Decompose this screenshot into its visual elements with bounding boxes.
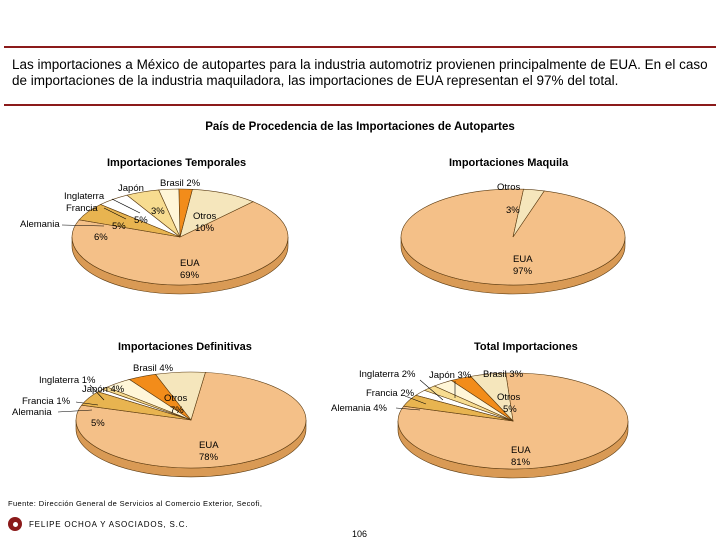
label-temporales-alemania: Alemania (20, 219, 60, 230)
leader-definitivas-francia (75, 401, 99, 406)
chart-title-definitivas: Importaciones Definitivas (118, 341, 252, 353)
slice-otros (512, 188, 545, 238)
label-definitivas-otros: Otros 7% (164, 393, 187, 416)
slice-alemania (403, 394, 514, 422)
label-total-brasil: Brasil 3% (483, 369, 524, 380)
label-definitivas-eua-l2: 78% (199, 452, 219, 463)
label-total-eua-l1: EUA (511, 445, 531, 456)
label-temporales-eua-l2: 69% (180, 270, 200, 281)
firm-logo-dot (12, 521, 18, 527)
leader-definitivas-inglaterra (89, 384, 105, 401)
leader-definitivas-alemania (57, 409, 93, 413)
leader-total-francia (404, 395, 427, 405)
label-temporales-otros-l2: 10% (195, 223, 215, 234)
leader-total-inglaterra (419, 379, 444, 401)
page-number: 106 (352, 529, 368, 539)
label-temporales-japon: Japón (118, 183, 144, 194)
label-total-inglaterra: Inglaterra 2% (359, 369, 416, 380)
label-maquila-eua-l1: EUA (513, 254, 533, 265)
label-total-eua-l2: 81% (511, 457, 531, 468)
pie-total (397, 372, 629, 479)
pie-definitivas (75, 371, 307, 478)
slice-alemania (81, 391, 192, 421)
leader-temporales-francia (103, 207, 127, 220)
label-total-eua: EUA 81% (511, 445, 531, 468)
value-temporales-inglaterra: 5% (134, 215, 148, 226)
leader-temporales-inglaterra (111, 198, 141, 214)
label-definitivas-eua-l1: EUA (199, 440, 219, 451)
label-total-otros-l2: 5% (503, 404, 517, 415)
label-temporales-inglaterra: Inglaterra (64, 191, 105, 202)
main-title: País de Procedencia de las Importaciones… (205, 121, 515, 133)
label-maquila-eua: EUA 97% (513, 254, 533, 277)
slice-eua (71, 201, 289, 286)
firm-name: FELIPE OCHOA Y ASOCIADOS, S.C. (29, 520, 189, 529)
label-definitivas-eua: EUA 78% (199, 440, 219, 463)
pie-maquila (400, 188, 626, 295)
value-temporales-francia: 5% (112, 221, 126, 232)
label-total-otros: Otros 5% (497, 392, 520, 415)
value-maquila-otros: 3% (506, 205, 520, 216)
label-maquila-eua-l2: 97% (513, 266, 533, 277)
label-definitivas-inglaterra: Inglaterra 1% (39, 375, 96, 386)
label-temporales-otros: Otros 10% (193, 211, 216, 234)
label-total-alemania: Alemania 4% (331, 403, 388, 414)
slice-eua (397, 372, 629, 470)
value-definitivas-alemania: 5% (91, 418, 105, 429)
pie-temporales (71, 188, 289, 295)
label-definitivas-francia: Francia 1% (22, 396, 71, 407)
chart-title-temporales: Importaciones Temporales (107, 157, 247, 169)
mid-rule (4, 104, 716, 106)
label-temporales-brasil: Brasil 2% (160, 178, 201, 189)
chart-title-total: Total Importaciones (474, 341, 578, 353)
label-temporales-francia: Francia (66, 203, 98, 214)
label-definitivas-otros-l2: 7% (170, 405, 184, 416)
top-rule (4, 46, 716, 48)
label-maquila-otros: Otros (497, 182, 520, 193)
label-definitivas-brasil: Brasil 4% (133, 363, 174, 374)
slice-alemania (78, 204, 181, 238)
label-definitivas-otros-l1: Otros (164, 393, 187, 404)
intro-text: Las importaciones a México de autopartes… (12, 57, 708, 88)
value-temporales-japon: 3% (151, 206, 165, 217)
leader-temporales-alemania (61, 224, 105, 227)
chart-title-maquila: Importaciones Maquila (449, 157, 569, 169)
label-definitivas-alemania: Alemania (12, 407, 52, 418)
value-temporales-alemania: 6% (94, 232, 108, 243)
firm-logo-icon (8, 517, 22, 531)
label-total-francia: Francia 2% (366, 388, 415, 399)
label-temporales-eua-l1: EUA (180, 258, 200, 269)
label-total-japon: Japón 3% (429, 370, 472, 381)
label-temporales-eua: EUA 69% (180, 258, 200, 281)
label-total-otros-l1: Otros (497, 392, 520, 403)
label-temporales-otros-l1: Otros (193, 211, 216, 222)
source-note: Fuente: Dirección General de Servicios a… (8, 499, 263, 508)
label-definitivas-japon: Japón 4% (82, 384, 125, 395)
leader-total-alemania (395, 407, 421, 411)
